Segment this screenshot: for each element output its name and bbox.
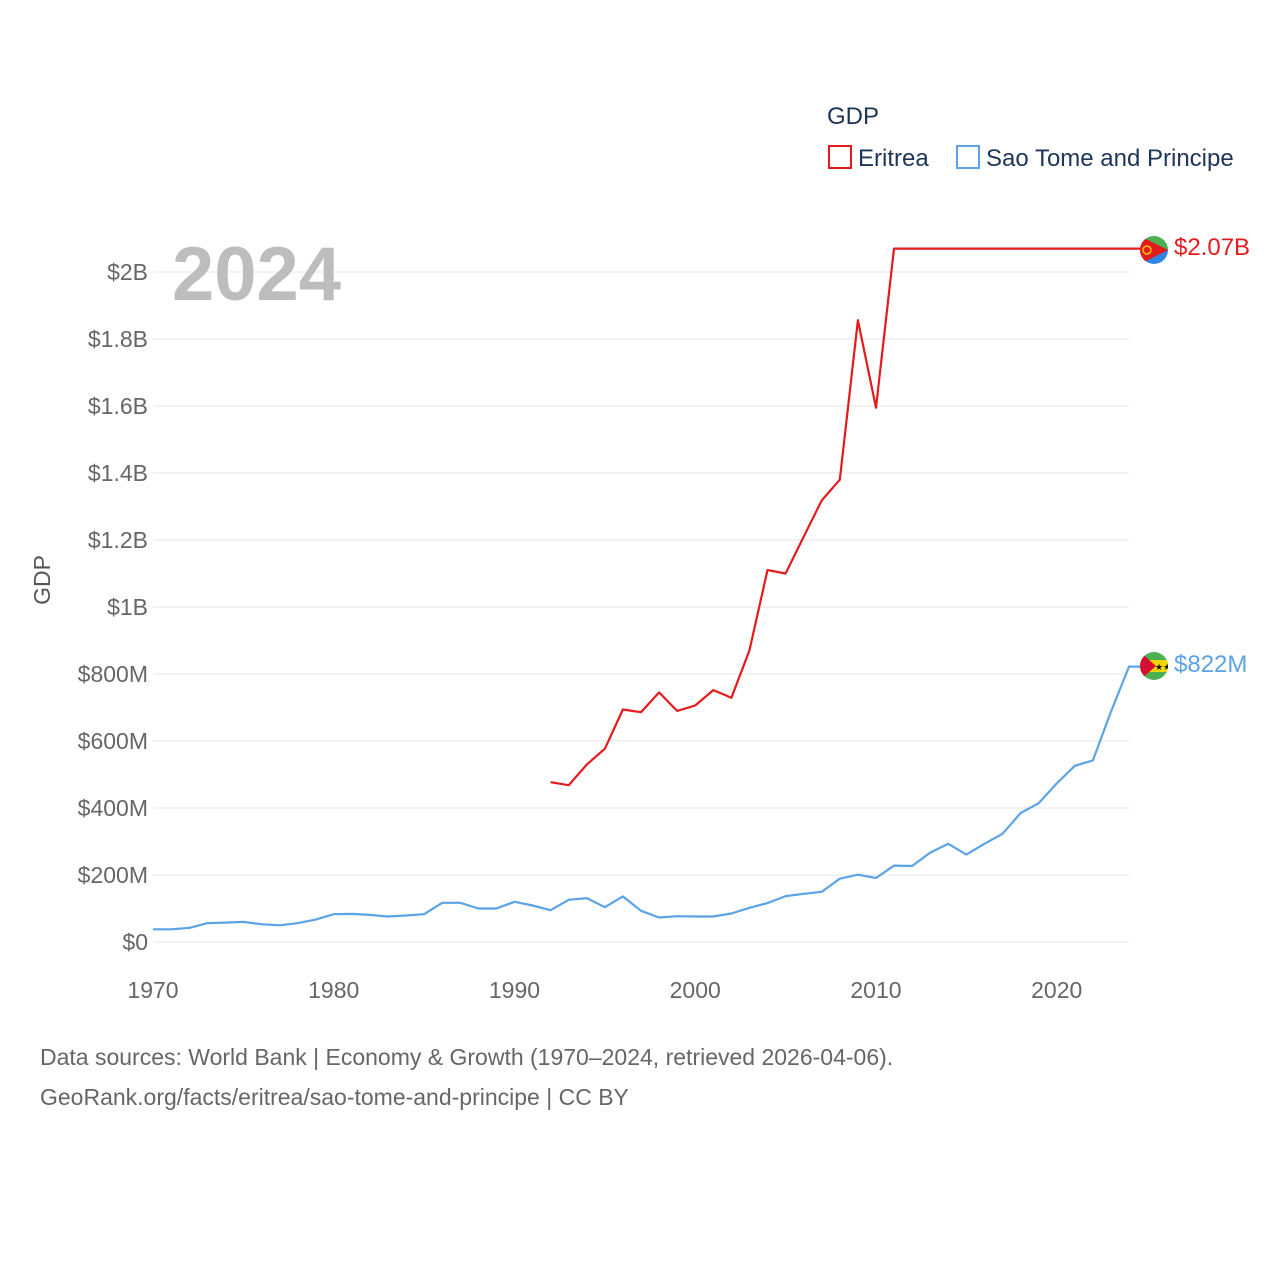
x-tick-label: 2020 [1031, 977, 1082, 1003]
legend-label-sao-tome: Sao Tome and Principe [986, 145, 1234, 172]
legend-swatch-sao-tome [956, 145, 980, 169]
x-axis-ticks: 1970 1980 1990 2000 2010 2020 [127, 977, 1082, 1003]
y-tick-label: $1.4B [88, 460, 148, 486]
y-tick-label: $800M [78, 661, 148, 687]
series-line-eritrea [550, 247, 1140, 787]
footer-sources: Data sources: World Bank | Economy & Gro… [40, 1044, 894, 1070]
y-tick-label: $600M [78, 728, 148, 754]
y-tick-label: $1.6B [88, 393, 148, 419]
legend: GDP Eritrea Sao Tome and Principe [827, 103, 1234, 172]
svg-text:★★: ★★ [1155, 663, 1171, 673]
series-lines [153, 247, 1140, 931]
sao-tome-flag-icon: ★★ [1140, 652, 1171, 680]
year-watermark: 2024 [172, 232, 341, 317]
series-line-sao-tome [153, 665, 1140, 931]
y-tick-label: $400M [78, 795, 148, 821]
y-tick-label: $1.8B [88, 326, 148, 352]
legend-label-eritrea: Eritrea [858, 145, 929, 172]
eritrea-flag-icon [1140, 236, 1168, 264]
y-tick-label: $1.2B [88, 527, 148, 553]
x-tick-label: 2010 [850, 977, 901, 1003]
eritrea-end-label: $2.07B [1174, 234, 1250, 261]
y-axis-label: GDP [29, 555, 55, 605]
y-tick-label: $0 [122, 929, 148, 955]
x-tick-label: 1980 [308, 977, 359, 1003]
grid-lines [153, 271, 1129, 943]
legend-title: GDP [827, 103, 879, 130]
legend-swatch-eritrea [828, 145, 852, 169]
footer-attribution: GeoRank.org/facts/eritrea/sao-tome-and-p… [40, 1084, 629, 1110]
eritrea-end-marker: $2.07B [1140, 234, 1250, 264]
x-tick-label: 2000 [670, 977, 721, 1003]
y-tick-label: $2B [107, 259, 148, 285]
x-tick-label: 1970 [127, 977, 178, 1003]
sao-tome-end-label: $822M [1174, 651, 1247, 678]
x-tick-label: 1990 [489, 977, 540, 1003]
y-axis-ticks: $0 $200M $400M $600M $800M $1B $1.2B $1.4B $1.6B… [78, 259, 148, 955]
y-tick-label: $1B [107, 594, 148, 620]
y-tick-label: $200M [78, 862, 148, 888]
sao-tome-end-marker: ★★ $822M [1140, 651, 1247, 680]
